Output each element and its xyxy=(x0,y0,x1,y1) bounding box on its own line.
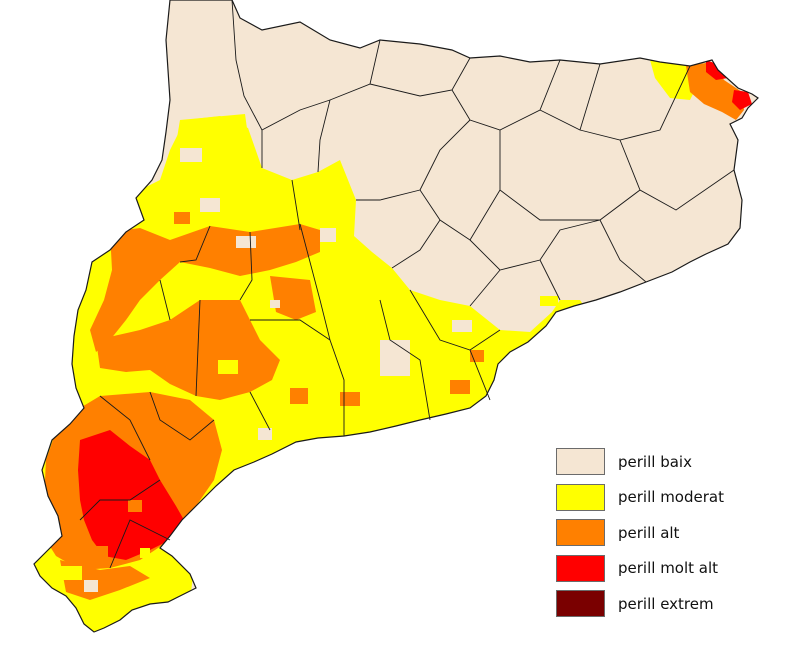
comarca-border xyxy=(469,269,501,307)
comarca-border xyxy=(250,319,331,341)
comarca-borders xyxy=(79,0,735,569)
raster-cell xyxy=(84,580,98,592)
legend-swatch xyxy=(556,483,605,511)
raster-cell xyxy=(96,546,108,558)
legend-item-extrem: perill extrem xyxy=(556,586,776,622)
territory-outline xyxy=(33,0,759,633)
comarca-border xyxy=(539,259,561,301)
raster-cell xyxy=(218,360,238,374)
zone-alt-delta xyxy=(60,560,150,600)
comarca-border xyxy=(159,279,171,321)
comarca-border xyxy=(249,391,271,431)
raster-cell xyxy=(118,600,134,612)
comarca-border xyxy=(579,65,691,141)
raster-cell xyxy=(128,500,142,512)
legend-label: perill extrem xyxy=(618,594,714,613)
legend-item-moderat: perill moderat xyxy=(556,480,776,516)
legend-swatch xyxy=(556,519,605,547)
comarca-border xyxy=(499,130,641,221)
comarca-border xyxy=(79,479,161,521)
zone-molt-alt-south xyxy=(78,430,184,560)
raster-cell xyxy=(200,198,220,212)
comarca-border xyxy=(291,179,301,231)
legend-label: perill baix xyxy=(618,452,692,471)
raster-cell xyxy=(60,566,82,580)
zone-alt-patch xyxy=(270,276,316,320)
legend-item-molt-alt: perill molt alt xyxy=(556,551,776,587)
raster-cell xyxy=(380,340,410,376)
zone-molt-alt-ne-2 xyxy=(732,90,752,110)
legend-swatch xyxy=(556,590,605,618)
raster-cell xyxy=(236,236,256,248)
legend-swatch xyxy=(556,448,605,476)
comarca-border xyxy=(419,119,501,241)
raster-cell xyxy=(540,296,558,306)
comarca-border xyxy=(109,519,171,569)
legend-swatch xyxy=(556,554,605,582)
comarca-border xyxy=(195,299,201,397)
legend-label: perill moderat xyxy=(618,488,724,507)
raster-cell xyxy=(258,428,272,440)
comarca-border xyxy=(619,139,735,211)
comarca-border xyxy=(356,189,421,201)
zone-molt-alt-ne-1 xyxy=(706,60,728,80)
zone-alt-central-north xyxy=(90,224,320,352)
raster-cell xyxy=(320,228,336,242)
comarca-border xyxy=(239,231,253,301)
comarca-border xyxy=(379,299,431,421)
legend-label: perill molt alt xyxy=(618,559,719,578)
comarca-border xyxy=(369,57,471,97)
raster-cell xyxy=(174,212,190,224)
raster-cell xyxy=(246,414,260,426)
zone-alt-ne xyxy=(686,62,744,120)
comarca-border xyxy=(231,0,263,168)
raster-cell xyxy=(140,548,150,558)
legend-label: perill alt xyxy=(618,523,680,542)
raster-cell xyxy=(180,148,202,162)
legend-item-alt: perill alt xyxy=(556,515,776,551)
comarca-border xyxy=(179,225,211,263)
comarca-border xyxy=(409,289,501,351)
raster-cell xyxy=(290,388,308,404)
comarca-border xyxy=(469,349,491,401)
raster-cell xyxy=(270,300,280,308)
legend-item-baix: perill baix xyxy=(556,444,776,480)
raster-cell xyxy=(452,320,472,332)
comarca-border xyxy=(317,99,331,173)
zone-alt-central xyxy=(96,300,280,400)
comarca-border xyxy=(99,395,151,461)
comarca-border xyxy=(391,219,441,269)
raster-cell xyxy=(340,392,360,406)
raster-cell xyxy=(450,380,470,394)
comarca-border xyxy=(599,219,647,283)
comarca-border xyxy=(149,391,215,441)
map-legend: perill baix perill moderat perill alt pe… xyxy=(556,444,776,622)
